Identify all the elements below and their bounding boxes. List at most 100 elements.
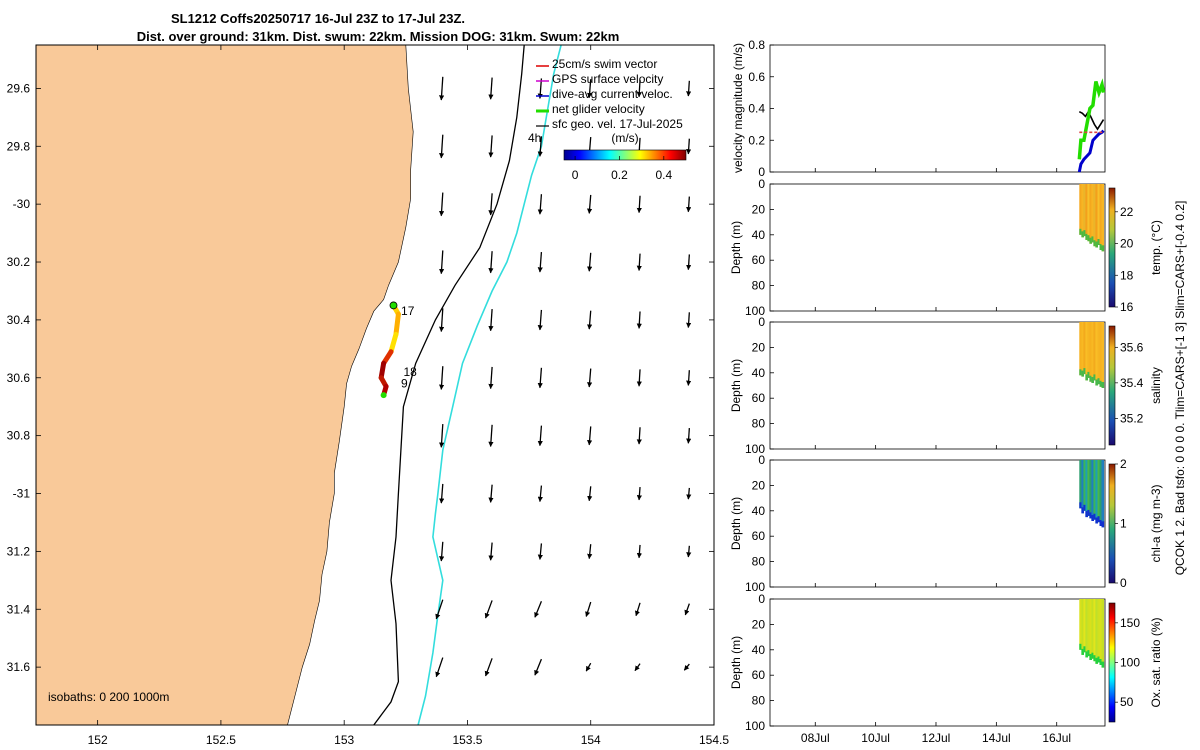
velocity-vector — [636, 79, 642, 98]
profile-bottom-cell — [1087, 650, 1090, 657]
depth-tick-label: 80 — [752, 694, 766, 708]
profile-cell — [1097, 599, 1101, 663]
velocity-y-axis: 0 0.2 0.4 0.6 0.8 — [748, 38, 1058, 179]
profile-cell — [1093, 322, 1096, 381]
profile-bottom-cell — [1085, 651, 1088, 658]
velocity-vector — [537, 136, 543, 157]
velocity-vector — [488, 366, 494, 390]
profile-cell — [1089, 184, 1092, 244]
profile-bottom-cell — [1081, 231, 1084, 238]
scale-label: 4h — [528, 131, 541, 145]
depth-tick-label: 100 — [745, 442, 765, 456]
profile-cell — [1093, 599, 1096, 662]
y-tick-label: 30.2 — [7, 255, 31, 269]
profile-bottom-cell — [1093, 655, 1096, 662]
profile-bottom-cell — [1095, 517, 1098, 524]
depth-ylabel: Depth (m) — [729, 497, 743, 550]
profile-cell — [1095, 460, 1098, 524]
profile-bottom-cell — [1081, 648, 1084, 655]
section-frame — [769, 183, 1106, 312]
profile-cell — [1079, 599, 1082, 650]
depth-tick-label: 80 — [752, 279, 766, 293]
velocity-vector — [439, 308, 445, 333]
x-tick-label: 153 — [334, 733, 354, 747]
profile-cell — [1091, 599, 1094, 659]
velocity-vector — [537, 367, 543, 389]
velocity-vector — [684, 603, 690, 616]
velocity-vector — [537, 309, 543, 331]
profile-bottom-cell — [1089, 512, 1092, 519]
depth-tick-label: 20 — [752, 617, 766, 631]
depth-tick-label: 100 — [745, 580, 765, 594]
profile-cell — [1091, 322, 1094, 383]
colorbar-tick-label: 2 — [1120, 457, 1127, 471]
velocity-vector — [537, 485, 543, 503]
map-panel: 152 152.5 153 153.5 154 154.5 29.6 29.8 -30 30.2… — [7, 44, 729, 747]
colorbar-tick-label: 35.4 — [1120, 376, 1144, 390]
colorbar-label: temp. (°C) — [1149, 220, 1163, 275]
profile-bottom-cell — [1101, 245, 1105, 252]
velocity-vector — [534, 658, 543, 676]
track-label: 18 — [403, 365, 417, 379]
velocity-vector — [488, 424, 494, 447]
colorbar-tick-label: 0.2 — [611, 168, 628, 182]
profile-cell — [1079, 460, 1082, 509]
section-colorbar — [1108, 325, 1116, 446]
profile-bottom-cell — [1083, 504, 1086, 511]
profile-cell — [1091, 184, 1094, 243]
x-tick-label: 152 — [88, 733, 108, 747]
time-tick-label: 16Jul — [1042, 731, 1071, 745]
profile-bottom-cell — [1095, 379, 1098, 386]
colorbar-tick-label: 18 — [1120, 268, 1134, 282]
velocity-vector — [634, 602, 641, 617]
profile-bottom-cell — [1093, 374, 1096, 381]
velocity-vector — [439, 76, 445, 101]
section-panel-oxygen: 0 20 40 60 80 100 Depth (m) 50 100 150 Ox. sat. ra… — [729, 592, 1163, 733]
profile-cell — [1083, 184, 1086, 237]
y-tick-label: 30.6 — [7, 371, 31, 385]
profile-bottom-cell — [1093, 513, 1096, 520]
profile-bottom-cell — [1097, 656, 1101, 663]
velocity-vector — [636, 195, 642, 214]
legend-dive: dive-avg current veloc. — [552, 87, 673, 101]
velocity-vector — [488, 484, 494, 503]
velocity-vector — [636, 427, 642, 445]
velocity-vector — [488, 77, 494, 100]
profile-cell — [1079, 322, 1082, 376]
profile-cell — [1089, 322, 1092, 382]
profile-cell — [1083, 460, 1086, 511]
depth-tick-label: 80 — [752, 417, 766, 431]
velocity-vector — [439, 423, 445, 448]
section-frame — [769, 321, 1106, 450]
velocity-vector — [488, 193, 494, 216]
velocity-y-tick-label: 0.8 — [748, 38, 765, 52]
velocity-vector — [537, 194, 543, 215]
legend-gps: GPS surface velocity — [552, 72, 663, 86]
isobath-200m — [373, 45, 525, 725]
y-tick-label: 30.4 — [7, 313, 31, 327]
profile-cell — [1085, 460, 1088, 518]
profile-bottom-cell — [1099, 659, 1103, 665]
velocity-vector — [435, 599, 444, 620]
profile-cell — [1083, 322, 1086, 375]
velocity-vector — [636, 544, 642, 559]
profile-cell — [1083, 599, 1086, 653]
profile-bottom-cell — [1089, 237, 1092, 244]
velocity-vector — [587, 252, 593, 272]
velocity-vector — [587, 79, 593, 99]
profile-cell — [1087, 184, 1090, 242]
profile-cell — [1079, 184, 1082, 235]
velocity-vector — [636, 369, 642, 387]
velocity-vector — [439, 250, 445, 275]
depth-tick-label: 40 — [752, 504, 766, 518]
profile-bottom-cell — [1087, 509, 1090, 516]
profile-bottom-cell — [1083, 230, 1086, 237]
colorbar-label: chl-a (mg m-3) — [1149, 484, 1163, 562]
velocity-ylabel: velocity magnitude (m/s) — [731, 43, 745, 173]
colorbar-tick-label: 100 — [1120, 656, 1140, 670]
velocity-vector — [488, 135, 494, 158]
legend-net: net glider velocity — [552, 102, 645, 116]
profile-bottom-cell — [1085, 511, 1088, 518]
profile-bottom-cell — [1091, 652, 1094, 659]
velocity-vector — [636, 487, 642, 501]
